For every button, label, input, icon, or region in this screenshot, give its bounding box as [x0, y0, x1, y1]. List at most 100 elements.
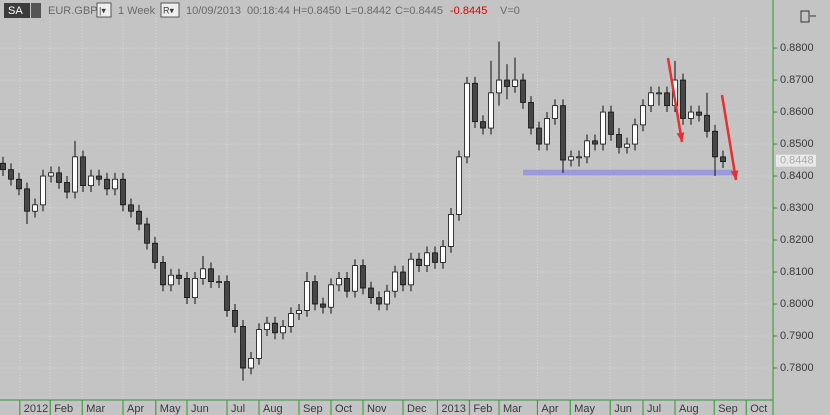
change: -0.8445 — [450, 5, 487, 17]
candle-body — [296, 310, 302, 315]
candle-body — [368, 287, 374, 299]
interval: 1 Week — [118, 5, 156, 17]
arrow — [720, 94, 738, 181]
candle-body — [504, 79, 510, 87]
x-tick-label: Mar — [86, 403, 105, 415]
candle-body — [664, 92, 670, 107]
x-tick-label: 2012 — [24, 403, 48, 415]
candle-body — [216, 281, 222, 284]
candle-body — [696, 111, 702, 116]
candle-body — [520, 79, 526, 103]
candle-body — [552, 105, 558, 119]
range-box-text: R▾ — [163, 5, 174, 15]
candle-body — [120, 178, 126, 206]
candle-body — [704, 114, 710, 132]
x-tick-label: Feb — [473, 403, 492, 415]
candle-body — [192, 278, 198, 299]
candle-body — [208, 268, 214, 283]
candle-body — [152, 242, 158, 263]
candle-body — [344, 278, 350, 292]
candle-body — [616, 134, 622, 148]
candle-body — [496, 79, 502, 94]
candle-body — [488, 92, 494, 129]
candle-body — [512, 79, 518, 87]
candle-body — [448, 214, 454, 247]
candle-body — [608, 111, 614, 135]
x-tick-label: Jul — [231, 403, 245, 415]
x-tick-label: Jun — [191, 403, 209, 415]
x-tick-label: Sep — [303, 403, 323, 415]
y-tick-label: 0.7900 — [780, 330, 814, 342]
candle-body — [128, 204, 134, 212]
arrow-head — [676, 132, 685, 142]
x-tick-label: Mar — [503, 403, 522, 415]
candle-body — [384, 290, 390, 305]
candle-body — [336, 278, 342, 286]
candle-body — [376, 297, 382, 305]
candle-body — [576, 156, 582, 159]
candle-body — [416, 258, 422, 267]
y-tick-label: 0.8200 — [780, 234, 814, 246]
candle-body — [720, 156, 726, 163]
candle-body — [264, 322, 270, 331]
candle-body — [136, 210, 142, 225]
candle-body — [256, 329, 262, 359]
candle-body — [408, 258, 414, 286]
candle-body — [72, 156, 78, 193]
candle-body — [648, 92, 654, 107]
arrow — [666, 57, 684, 143]
candle-body — [8, 169, 14, 180]
symbol-box-text: SA — [8, 5, 23, 17]
candle-body — [320, 303, 326, 308]
candle-body — [88, 175, 94, 187]
interval-box[interactable] — [96, 2, 112, 18]
candle-body — [568, 156, 574, 161]
candle-body — [160, 262, 166, 286]
candle-body — [232, 310, 238, 327]
menu-icon[interactable] — [800, 10, 816, 23]
candle-body — [304, 281, 310, 311]
x-tick-label: Dec — [407, 403, 427, 415]
symbol-dropdown[interactable] — [31, 3, 41, 18]
candle-body — [544, 118, 550, 145]
y-tick-label: 0.8300 — [780, 202, 814, 214]
x-tick-label: May — [574, 403, 595, 415]
candle-body — [592, 140, 598, 145]
candle-body — [600, 111, 606, 145]
candle-body — [184, 278, 190, 299]
symbol-box[interactable] — [4, 3, 30, 18]
candle-body — [480, 121, 486, 129]
x-tick-label: Oct — [335, 403, 352, 415]
range-box[interactable] — [160, 2, 180, 18]
x-tick-label: Aug — [679, 403, 699, 415]
candle-body — [0, 162, 6, 171]
y-tick-label: 0.8400 — [780, 170, 814, 182]
last-price-label: 0.8448 — [780, 155, 814, 167]
x-tick-label: 2013 — [441, 403, 465, 415]
symbol: EUR.GBP — [48, 5, 98, 17]
y-tick-label: 0.8700 — [780, 74, 814, 86]
candle-body — [656, 92, 662, 95]
candle-body — [456, 156, 462, 215]
y-tick-label: 0.7800 — [780, 362, 814, 374]
y-tick-label: 0.8800 — [780, 42, 814, 54]
candle-body — [200, 268, 206, 279]
candle-body — [688, 111, 694, 119]
candle-body — [224, 281, 230, 311]
interval-box-text: |▾ — [99, 5, 106, 15]
candle-body — [328, 284, 334, 308]
candle-body — [56, 172, 62, 183]
candle-body — [640, 105, 646, 126]
x-tick-label: Feb — [54, 403, 73, 415]
y-tick-label: 0.8600 — [780, 106, 814, 118]
candle-body — [176, 274, 182, 279]
candle-body — [624, 143, 630, 148]
candle-body — [16, 178, 22, 190]
candle-body — [392, 271, 398, 292]
x-tick-label: Jun — [614, 403, 632, 415]
candle-body — [80, 156, 86, 187]
candle-body — [24, 188, 30, 212]
candle-body — [144, 223, 150, 244]
